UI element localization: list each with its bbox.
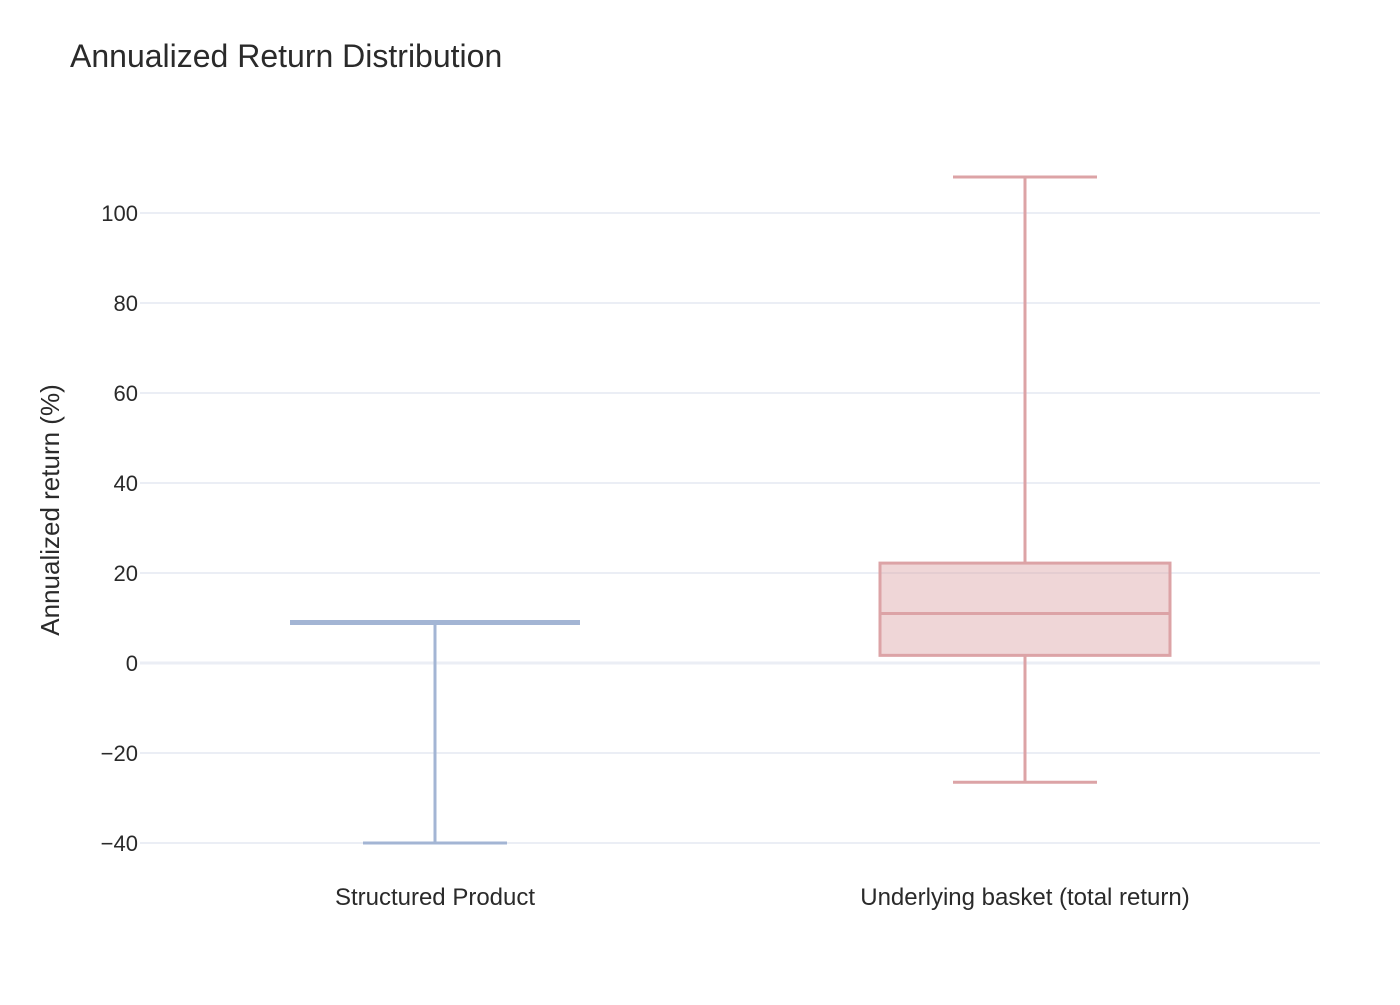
y-tick-label: 100 (101, 201, 138, 226)
x-tick-label: Underlying basket (total return) (860, 884, 1189, 911)
y-axis-title: Annualized return (%) (35, 384, 65, 635)
x-tick-label: Structured Product (335, 884, 535, 911)
chart-title: Annualized Return Distribution (70, 38, 503, 74)
box (878, 561, 1172, 657)
y-tick-label: 40 (114, 471, 138, 496)
y-tick-label: −20 (101, 741, 138, 766)
y-tick-label: 20 (114, 561, 138, 586)
y-tick-label: −40 (101, 831, 138, 856)
y-tick-label: 60 (114, 381, 138, 406)
y-tick-label: 0 (126, 651, 138, 676)
y-tick-label: 80 (114, 291, 138, 316)
